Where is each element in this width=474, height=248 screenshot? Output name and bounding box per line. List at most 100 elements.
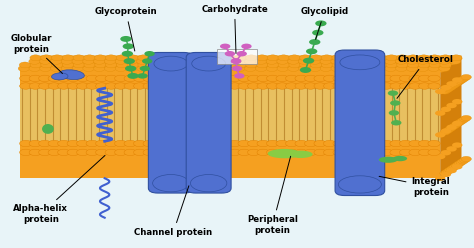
Circle shape — [428, 149, 440, 155]
Circle shape — [452, 99, 463, 104]
Circle shape — [148, 55, 160, 61]
Text: Glycolipid: Glycolipid — [301, 7, 348, 39]
Circle shape — [245, 65, 256, 71]
Circle shape — [390, 140, 402, 147]
Circle shape — [52, 62, 63, 68]
Circle shape — [445, 85, 455, 91]
Circle shape — [451, 122, 462, 127]
Circle shape — [456, 119, 466, 124]
Circle shape — [126, 65, 137, 71]
Circle shape — [309, 58, 320, 64]
Circle shape — [303, 58, 314, 64]
Circle shape — [320, 58, 331, 64]
Circle shape — [115, 58, 127, 64]
Circle shape — [374, 65, 385, 71]
Circle shape — [257, 75, 269, 82]
Text: Glycoprotein: Glycoprotein — [95, 7, 157, 51]
Circle shape — [57, 149, 70, 155]
Circle shape — [200, 75, 212, 82]
Circle shape — [96, 140, 108, 147]
Circle shape — [397, 55, 408, 61]
Circle shape — [238, 75, 250, 82]
Ellipse shape — [268, 149, 301, 158]
Circle shape — [428, 83, 440, 89]
Ellipse shape — [59, 70, 84, 80]
Circle shape — [447, 125, 456, 131]
Circle shape — [445, 126, 455, 132]
Circle shape — [288, 65, 299, 71]
Circle shape — [419, 83, 431, 89]
Text: Integral
protein: Integral protein — [379, 176, 450, 197]
Circle shape — [448, 83, 458, 89]
Circle shape — [343, 83, 355, 89]
Circle shape — [246, 55, 257, 61]
Circle shape — [304, 149, 317, 155]
Circle shape — [408, 62, 419, 68]
Circle shape — [375, 62, 386, 68]
Circle shape — [386, 62, 397, 68]
Circle shape — [440, 89, 450, 94]
Circle shape — [288, 58, 299, 64]
Ellipse shape — [154, 56, 188, 71]
Circle shape — [200, 140, 212, 147]
Circle shape — [143, 83, 155, 89]
Circle shape — [300, 62, 311, 68]
Circle shape — [153, 140, 165, 147]
Circle shape — [435, 176, 446, 181]
Circle shape — [332, 62, 343, 68]
Circle shape — [72, 65, 83, 71]
Circle shape — [72, 58, 83, 64]
Circle shape — [266, 149, 279, 155]
Circle shape — [312, 30, 323, 36]
Circle shape — [443, 87, 454, 92]
Circle shape — [235, 62, 246, 68]
Circle shape — [315, 20, 327, 26]
Circle shape — [256, 62, 268, 68]
Circle shape — [406, 58, 418, 64]
Circle shape — [105, 55, 117, 61]
Circle shape — [266, 83, 279, 89]
Text: Carbohydrate: Carbohydrate — [201, 5, 268, 53]
Circle shape — [96, 75, 108, 82]
Circle shape — [455, 120, 465, 125]
Circle shape — [323, 75, 336, 82]
Circle shape — [299, 58, 310, 64]
Circle shape — [30, 55, 41, 61]
Circle shape — [440, 171, 450, 176]
Circle shape — [417, 65, 428, 71]
Circle shape — [134, 83, 146, 89]
Circle shape — [105, 149, 118, 155]
Circle shape — [105, 140, 118, 147]
Circle shape — [247, 83, 260, 89]
Circle shape — [365, 62, 376, 68]
Ellipse shape — [338, 176, 382, 193]
Circle shape — [191, 149, 203, 155]
Circle shape — [19, 149, 32, 155]
Circle shape — [362, 140, 374, 147]
Polygon shape — [19, 86, 440, 144]
Circle shape — [332, 55, 343, 61]
Polygon shape — [440, 56, 462, 178]
Circle shape — [77, 75, 89, 82]
Circle shape — [116, 62, 128, 68]
Circle shape — [219, 140, 231, 147]
Circle shape — [295, 83, 307, 89]
Circle shape — [300, 67, 311, 73]
Circle shape — [455, 161, 465, 166]
Circle shape — [86, 149, 99, 155]
Circle shape — [277, 65, 288, 71]
Circle shape — [201, 65, 213, 71]
Circle shape — [440, 130, 450, 135]
Polygon shape — [19, 70, 440, 178]
Circle shape — [343, 75, 355, 82]
Circle shape — [137, 58, 148, 64]
Circle shape — [38, 140, 51, 147]
Circle shape — [212, 58, 224, 64]
Circle shape — [50, 58, 62, 64]
Circle shape — [390, 83, 402, 89]
Ellipse shape — [340, 55, 380, 70]
Circle shape — [352, 58, 364, 64]
Circle shape — [224, 62, 236, 68]
Circle shape — [447, 84, 456, 90]
Circle shape — [19, 75, 32, 82]
